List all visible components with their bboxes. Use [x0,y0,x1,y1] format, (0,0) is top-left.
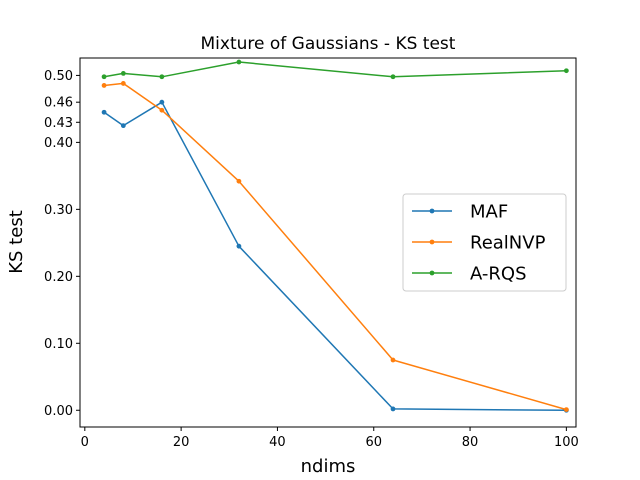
y-tick-label: 0.43 [44,116,73,131]
series-line-a-rqs [103,61,567,78]
data-point-maf [390,406,396,412]
series-line-realnvp [104,82,567,411]
y-tick-label: 0.40 [44,136,73,151]
legend-label-maf: MAF [470,202,508,223]
data-point-realnvp [159,107,165,113]
data-point-realnvp [120,81,126,86]
y-axis-label: KS test [6,210,27,274]
chart-title: Mixture of Gaussians - KS test [201,34,456,54]
y-tick-label: 0.30 [44,203,73,218]
series-layer [101,59,569,413]
legend-marker-a-rqs [429,270,435,276]
legend-marker-maf [429,208,435,214]
legend-marker-realnvp [429,239,435,245]
y-tick-label: 0.20 [44,270,73,285]
x-axis-label: ndims [301,456,356,477]
x-tick-label: 20 [173,435,190,450]
y-tick-label: 0.50 [44,69,73,84]
y-tick-label: 0.46 [44,96,73,111]
data-point-realnvp [101,83,107,88]
x-tick-label: 0 [81,435,89,450]
data-point-a-rqs [236,59,242,65]
data-point-a-rqs [563,68,569,74]
legend: MAF RealNVP A-RQS [402,193,567,292]
data-point-realnvp [563,407,569,412]
data-point-a-rqs [390,74,396,80]
data-point-maf [120,123,126,129]
x-tick-label: 100 [554,435,579,450]
data-point-realnvp [236,178,242,184]
data-point-a-rqs [101,74,107,80]
legend-label-a-rqs: A-RQS [470,264,527,285]
data-point-maf [159,99,165,105]
legend-box [402,193,567,292]
x-tick-label: 60 [365,435,382,450]
x-tick-label: 40 [269,435,286,450]
data-point-a-rqs [120,71,126,76]
data-point-maf [236,243,242,249]
plot-frame [79,57,577,428]
legend-label-realnvp: RealNVP [470,233,546,254]
y-tick-label: 0.00 [44,404,73,419]
y-tick-label: 0.10 [44,337,73,352]
data-point-a-rqs [159,74,165,80]
x-axis-ticks: 0 20 40 60 80 100 [81,427,579,450]
data-point-maf [101,109,107,115]
series-line-maf [103,101,567,412]
x-tick-label: 80 [462,435,479,450]
y-axis-ticks: 0.00 0.10 0.20 0.30 0.40 0.43 0.46 0.50 [44,69,80,419]
data-point-realnvp [390,357,396,363]
